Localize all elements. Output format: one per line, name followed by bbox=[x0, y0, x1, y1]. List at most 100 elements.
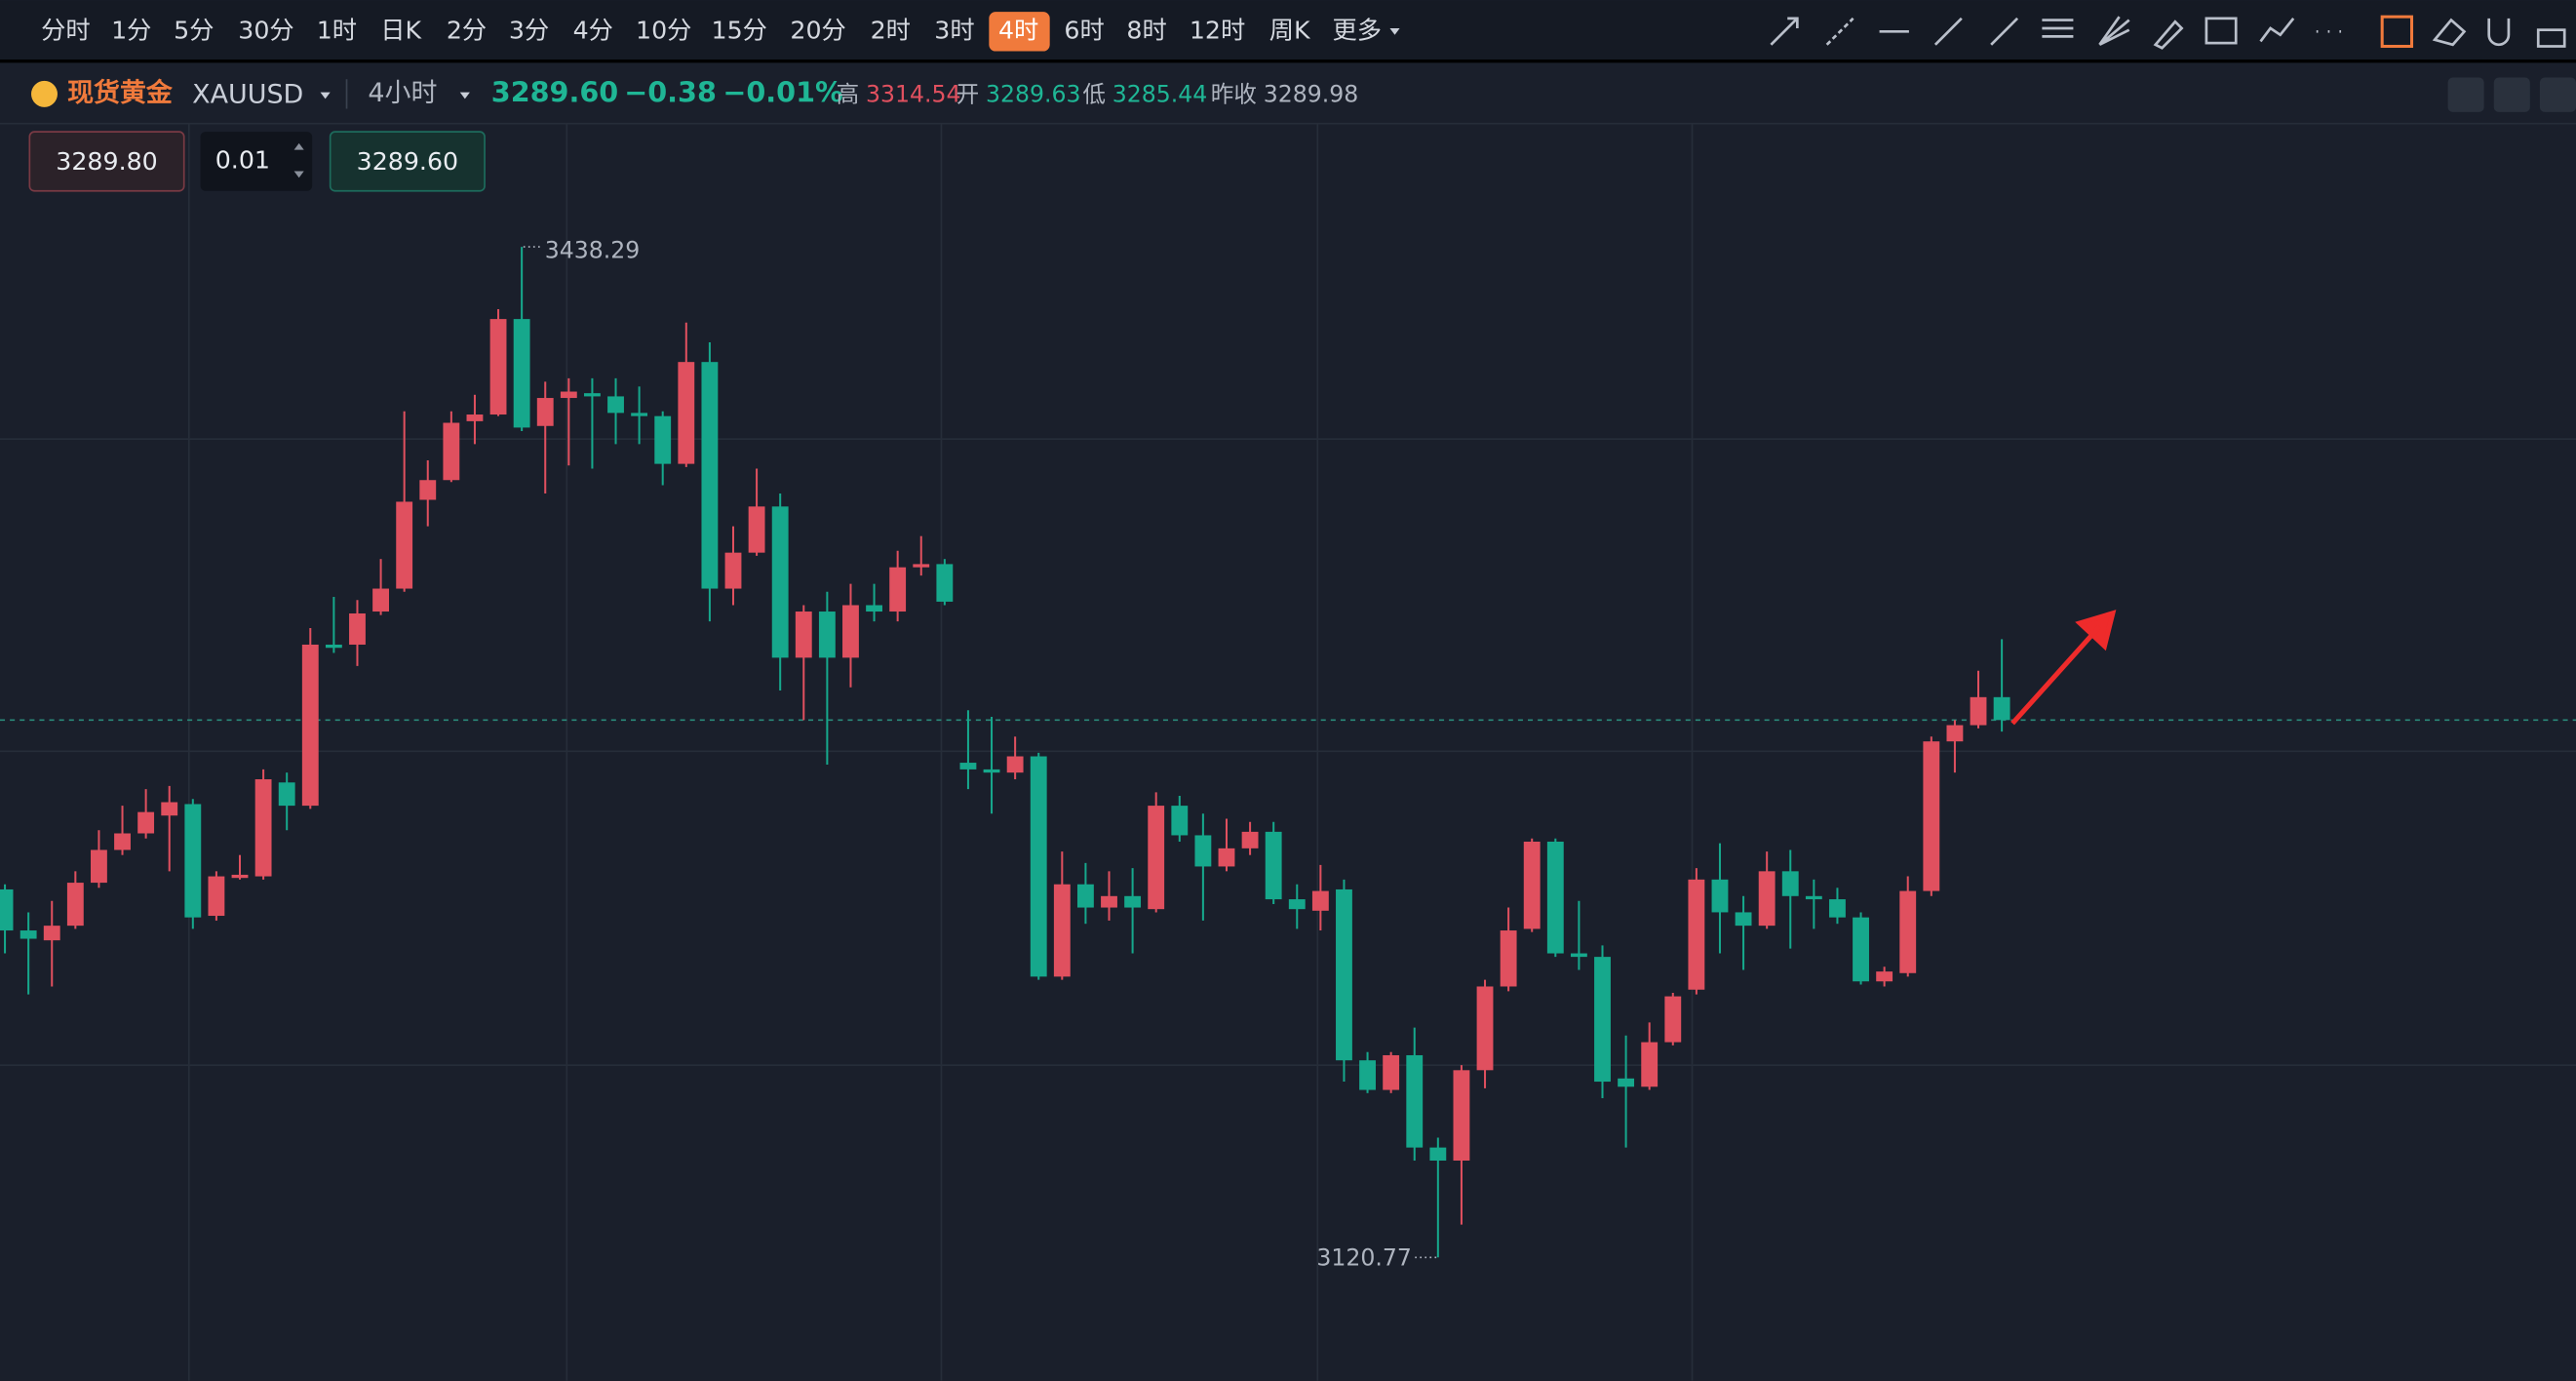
candle-body bbox=[1923, 741, 1940, 891]
tool-wave[interactable] bbox=[2259, 18, 2295, 43]
candle-body bbox=[1688, 879, 1705, 990]
price-change: −0.38 bbox=[624, 75, 717, 108]
dropdown-caret bbox=[1389, 27, 1400, 35]
period-button[interactable]: 12时 bbox=[1190, 16, 1245, 44]
view-button[interactable] bbox=[2447, 77, 2484, 112]
period-button[interactable]: 10分 bbox=[636, 16, 691, 44]
quantity-input[interactable] bbox=[200, 132, 313, 191]
candle-body bbox=[66, 883, 84, 927]
period-bar: 分时 1分 5分 30分 1时 日K 2分 3分 4分 10分 15分 20分 2时 3时 4时 6时 8时 12… bbox=[41, 12, 1400, 52]
candle-body bbox=[748, 506, 765, 553]
candle-body bbox=[1336, 888, 1352, 1061]
candle-body bbox=[936, 564, 954, 602]
sell-box[interactable] bbox=[28, 131, 185, 192]
instrument-name: 现货黄金 bbox=[67, 77, 174, 108]
period-button[interactable]: 15分 bbox=[712, 16, 767, 44]
view-button[interactable] bbox=[2539, 77, 2576, 112]
candle-body bbox=[396, 501, 413, 589]
candle-body bbox=[654, 415, 672, 464]
candle-body bbox=[161, 802, 178, 816]
candle-body bbox=[489, 319, 507, 415]
prev-close-label: 昨收 bbox=[1211, 81, 1257, 108]
period-button[interactable]: 4分 bbox=[573, 16, 613, 44]
candle-body bbox=[1853, 917, 1869, 982]
candle-body bbox=[137, 811, 155, 834]
tool-pen[interactable] bbox=[2153, 20, 2184, 50]
candle-body bbox=[301, 644, 319, 807]
candle-body bbox=[818, 612, 836, 658]
candle-body bbox=[184, 804, 202, 918]
period-button[interactable]: 6时 bbox=[1064, 16, 1104, 44]
interval[interactable]: 4小时 bbox=[368, 78, 437, 108]
tool-magnet[interactable] bbox=[2487, 18, 2511, 47]
tool-eraser[interactable] bbox=[2432, 18, 2467, 47]
sell-price[interactable]: 3289.80 bbox=[56, 147, 157, 176]
candle-body bbox=[1171, 806, 1189, 836]
candle-body bbox=[1500, 930, 1517, 987]
view-button[interactable] bbox=[2493, 77, 2530, 112]
candle-body bbox=[583, 393, 601, 397]
candle-body bbox=[771, 506, 789, 658]
period-button[interactable]: 20分 bbox=[790, 16, 845, 44]
candle-body bbox=[1899, 890, 1917, 973]
tool-edit[interactable] bbox=[2380, 15, 2414, 49]
period-button[interactable]: 3分 bbox=[509, 16, 549, 44]
candle-body bbox=[43, 926, 60, 941]
candle-body bbox=[466, 414, 484, 421]
candle-body bbox=[1970, 696, 1987, 726]
grid bbox=[0, 123, 2576, 1381]
period-button[interactable]: 日K bbox=[380, 16, 422, 44]
tool-lock[interactable] bbox=[2536, 28, 2566, 48]
period-button[interactable]: 8时 bbox=[1126, 16, 1166, 44]
period-button[interactable]: 分时 bbox=[41, 16, 91, 44]
dropdown-caret bbox=[459, 92, 470, 99]
candle-body bbox=[0, 888, 14, 931]
candle-body bbox=[1993, 696, 2010, 721]
tool-segment[interactable] bbox=[1933, 17, 1963, 46]
candle-body bbox=[1429, 1147, 1447, 1161]
period-button[interactable]: 2分 bbox=[447, 16, 487, 44]
candle-body bbox=[443, 422, 460, 481]
candle-body bbox=[1523, 841, 1541, 929]
candle-body bbox=[1218, 848, 1235, 867]
buy-box[interactable] bbox=[329, 131, 486, 192]
tool-fan[interactable] bbox=[2098, 16, 2130, 47]
period-button[interactable]: 周K bbox=[1269, 16, 1311, 44]
candle-body bbox=[959, 763, 977, 769]
buy-price[interactable]: 3289.60 bbox=[357, 147, 458, 176]
candle-body bbox=[1829, 899, 1846, 918]
tool-fib[interactable] bbox=[2042, 19, 2074, 38]
period-button[interactable]: 3时 bbox=[934, 16, 974, 44]
candle-body bbox=[724, 552, 742, 589]
candle-body bbox=[1711, 879, 1729, 913]
dropdown-caret bbox=[320, 92, 331, 99]
tool-ray[interactable] bbox=[1825, 17, 1854, 46]
period-button[interactable]: 更多 bbox=[1332, 16, 1382, 44]
symbol[interactable]: XAUUSD bbox=[192, 80, 303, 110]
candle-body bbox=[20, 930, 37, 939]
candle-body bbox=[1946, 725, 1964, 742]
candle-body bbox=[1101, 895, 1117, 908]
candle-body bbox=[1876, 971, 1893, 982]
period-button[interactable]: 2时 bbox=[871, 16, 911, 44]
tool-line[interactable] bbox=[1990, 17, 2019, 46]
candle-body bbox=[278, 782, 295, 807]
period-button[interactable]: 30分 bbox=[238, 16, 293, 44]
period-button[interactable]: 1时 bbox=[317, 16, 357, 44]
max-label: 3438.29 bbox=[545, 237, 641, 264]
period-button[interactable]: 1分 bbox=[111, 16, 151, 44]
tool-image[interactable] bbox=[2205, 17, 2238, 45]
period-button[interactable]: 5分 bbox=[174, 16, 214, 44]
candle-body bbox=[866, 605, 882, 612]
candle-body bbox=[889, 567, 907, 612]
candle-body bbox=[349, 612, 366, 645]
period-button[interactable]: 4时 bbox=[998, 16, 1038, 44]
tool-arrow[interactable] bbox=[1770, 17, 1799, 46]
candle-body bbox=[1241, 831, 1259, 848]
candle-body bbox=[372, 588, 389, 612]
candle-body bbox=[114, 833, 131, 850]
annotation-arrow bbox=[2010, 610, 2117, 726]
quantity[interactable]: 0.01 bbox=[215, 145, 270, 174]
